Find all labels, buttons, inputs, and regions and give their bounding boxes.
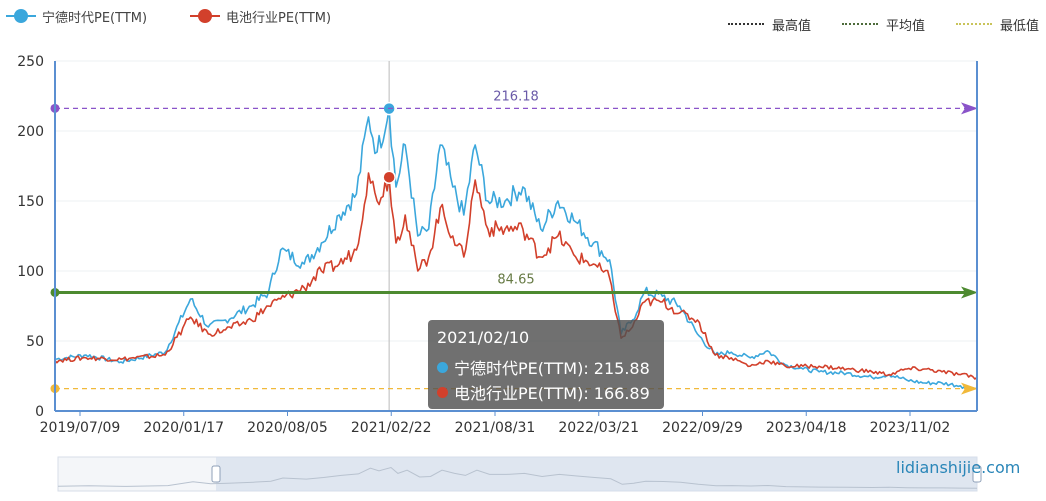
highlight-point-series2 (382, 170, 396, 184)
legend-series2-label: 电池行业PE(TTM) (226, 10, 332, 26)
legend-series1-label: 宁德时代PE(TTM) (42, 10, 148, 26)
dz-preview-line (57, 466, 978, 489)
dz-selected-range (216, 457, 977, 491)
tooltip-series1-text: 宁德时代PE(TTM): 215.88 (454, 359, 650, 378)
tooltip: 2021/02/10 宁德时代PE(TTM): 215.88 电池行业PE(TT… (428, 320, 664, 409)
dz-handle-left (211, 465, 221, 483)
legend-avg-marker (842, 23, 878, 25)
x-tick-label-2: 2020/08/05 (247, 420, 328, 436)
x-tick-label-6: 2022/09/29 (662, 420, 743, 436)
max-ref-arrow (961, 102, 978, 115)
x-tick-label-3: 2021/02/22 (351, 420, 432, 436)
y-tick-label-100: 100 (17, 264, 44, 280)
legend-series2[interactable]: 电池行业PE(TTM) (190, 6, 331, 26)
avg-ref-arrow (961, 286, 978, 299)
site-watermark: lidianshijie.com (896, 458, 1021, 477)
legend-min-label: 最低值 (1000, 18, 1040, 34)
legend-max[interactable]: 最高值 (728, 14, 811, 34)
series-lines (54, 101, 978, 391)
y-tick-label-50: 50 (26, 334, 44, 350)
tooltip-series2-dot (437, 386, 448, 398)
x-tick-label-0: 2019/07/09 (40, 420, 121, 436)
axes (54, 61, 978, 412)
legend-series2-marker (190, 9, 220, 23)
tick-labels: 0 50 100 150 200 250 2019/07/09 2020/01/17 2020/… (17, 54, 950, 436)
series-line-2 (54, 172, 978, 380)
legend-series1[interactable]: 宁德时代PE(TTM) (6, 6, 147, 26)
x-tick-label-4: 2021/08/31 (455, 420, 536, 436)
tooltip-date: 2021/02/10 (437, 328, 530, 347)
y-tick-label-150: 150 (17, 194, 44, 210)
y-tick-label-0: 0 (35, 404, 44, 420)
legend-min-marker (956, 23, 992, 25)
x-tick-label-5: 2022/03/21 (558, 420, 639, 436)
tooltip-series2-text: 电池行业PE(TTM): 166.89 (454, 384, 650, 403)
x-tick-label-7: 2023/04/18 (766, 420, 847, 436)
legend-max-label: 最高值 (772, 18, 812, 34)
data-zoom-slider[interactable] (57, 456, 982, 492)
dz-handle-right (972, 465, 982, 483)
tooltip-series1-dot (437, 361, 448, 373)
y-tick-label-250: 250 (17, 54, 44, 70)
avg-ref-value-label: 84.65 (497, 272, 534, 287)
legend-series1-marker (6, 9, 36, 23)
series-line-1 (54, 107, 978, 391)
legend-min[interactable]: 最低值 (956, 14, 1039, 34)
reference-lines: 216.18 84.65 (50, 89, 978, 395)
x-tick-label-8: 2023/11/02 (870, 420, 951, 436)
legend-avg-label: 平均值 (886, 18, 926, 34)
max-ref-value-label: 216.18 (493, 89, 539, 104)
y-tick-label-200: 200 (17, 124, 44, 140)
legend-max-marker (728, 23, 764, 25)
legend-avg[interactable]: 平均值 (842, 14, 925, 34)
min-ref-arrow (961, 382, 978, 395)
x-tick-label-1: 2020/01/17 (143, 420, 224, 436)
tooltip-row-series1: 宁德时代PE(TTM): 215.88 (437, 355, 650, 379)
tooltip-row-series2: 电池行业PE(TTM): 166.89 (437, 380, 650, 404)
